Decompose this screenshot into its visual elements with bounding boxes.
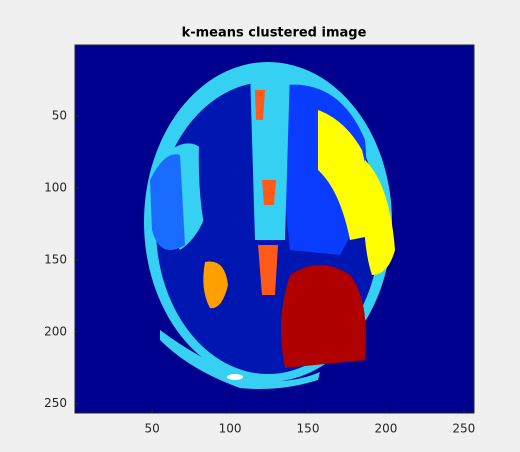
x-tick-label: 50 — [145, 422, 160, 436]
clustered-image — [75, 45, 474, 413]
x-tick-label: 250 — [452, 422, 475, 436]
figure: k-means clustered image 50 100 150 200 250 50… — [0, 0, 520, 452]
x-tick-label: 150 — [297, 422, 320, 436]
x-tick-label: 200 — [374, 422, 397, 436]
x-tick-label: 100 — [219, 422, 242, 436]
y-tick-label: 50 — [52, 109, 67, 123]
y-tick-label: 100 — [44, 181, 67, 195]
y-tick-label: 200 — [44, 324, 67, 338]
page: {"chart_data": {"type": "image", "title"… — [0, 0, 520, 452]
y-tick-label: 250 — [44, 396, 67, 410]
y-tick-label: 150 — [44, 252, 67, 266]
chart-title: k-means clustered image — [182, 26, 367, 41]
